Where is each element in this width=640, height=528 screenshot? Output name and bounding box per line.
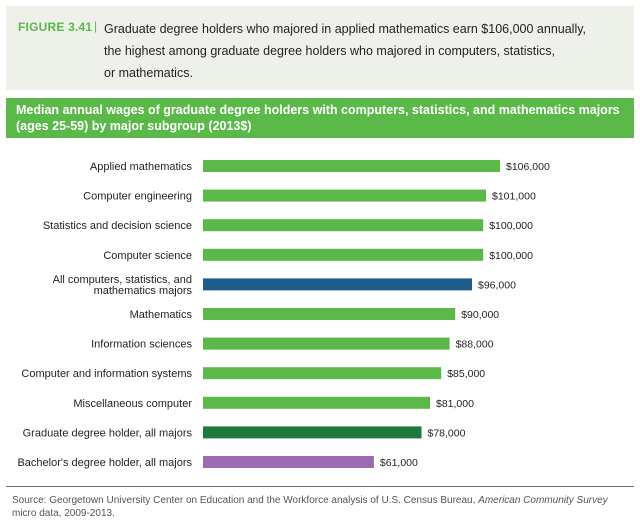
bar <box>203 219 484 232</box>
bar <box>203 337 450 350</box>
bar <box>203 308 456 320</box>
bar-value-label: $90,000 <box>461 309 499 321</box>
bar-value-label: $96,000 <box>478 279 516 291</box>
bar <box>203 189 486 202</box>
category-label: Statistics and decision science <box>43 220 192 232</box>
bar-value-label: $81,000 <box>436 398 474 410</box>
footer-divider <box>6 486 634 487</box>
bar <box>203 456 374 468</box>
bar-value-label: $85,000 <box>447 368 485 380</box>
bar-value-label: $106,000 <box>506 161 550 173</box>
bar-value-label: $100,000 <box>489 220 533 232</box>
chart-title-banner: Median annual wages of graduate degree h… <box>6 98 634 138</box>
category-label: Bachelor's degree holder, all majors <box>17 457 192 469</box>
bar-value-label: $100,000 <box>489 250 533 262</box>
chart-title-line: Median annual wages of graduate degree h… <box>16 103 620 117</box>
source-title: American Community Survey <box>478 495 608 506</box>
bar-chart-svg: $106,000 Applied mathematics $101,000 Compu… <box>17 160 550 469</box>
category-label: All computers, statistics, and mathematic… <box>53 274 193 297</box>
bar <box>203 367 442 380</box>
source-text-end: micro data, 2009-2013. <box>12 508 115 519</box>
bar <box>203 248 484 261</box>
category-label: Mathematics <box>130 309 193 321</box>
bar <box>203 426 422 439</box>
category-label: Applied mathematics <box>90 161 193 173</box>
category-label: Graduate degree holder, all majors <box>23 427 193 439</box>
source-text: Source: Georgetown University Center on … <box>12 495 479 506</box>
category-label: Computer science <box>103 250 192 262</box>
figure-header: FIGURE 3.41 | Graduate degree holders wh… <box>6 6 634 90</box>
source-note: Source: Georgetown University Center on … <box>12 494 612 520</box>
bar-value-label: $88,000 <box>456 339 494 351</box>
figure-label: FIGURE 3.41 <box>18 20 93 34</box>
category-label: Miscellaneous computer <box>73 398 192 410</box>
bar-value-label: $101,000 <box>492 191 536 203</box>
figure-caption: Graduate degree holders who majored in a… <box>104 18 624 84</box>
bar-value-label: $78,000 <box>428 427 466 439</box>
figure-separator: | <box>94 19 98 33</box>
bar-value-label: $61,000 <box>380 457 418 469</box>
figure-caption-line: Graduate degree holders who majored in a… <box>104 22 587 36</box>
bar <box>203 278 472 291</box>
category-label: Computer and information systems <box>21 368 192 380</box>
bar <box>203 160 500 172</box>
chart-title: Median annual wages of graduate degree h… <box>16 102 626 134</box>
category-label: Computer engineering <box>83 191 192 203</box>
category-label: Information sciences <box>91 339 192 351</box>
figure-caption-line: the highest among graduate degree holder… <box>104 44 555 58</box>
chart-title-line: (ages 25-59) by major subgroup (2013$) <box>16 119 252 133</box>
bar <box>203 396 430 409</box>
bar-chart: $106,000 Applied mathematics $101,000 Compu… <box>6 138 634 478</box>
figure-caption-line: or mathematics. <box>104 66 193 80</box>
